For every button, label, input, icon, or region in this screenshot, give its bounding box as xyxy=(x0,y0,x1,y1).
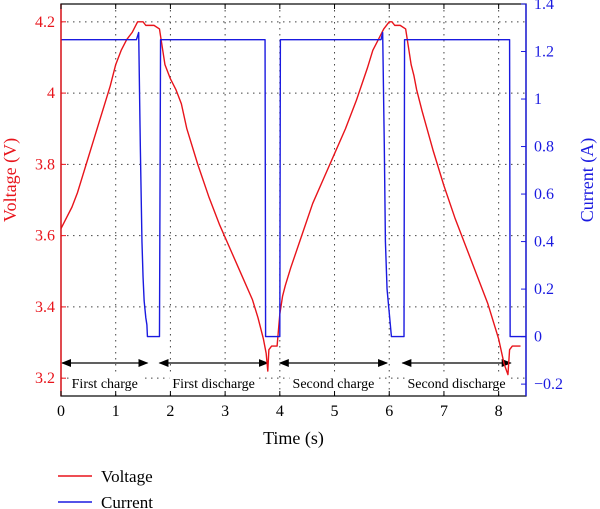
x-tick-label-5: 5 xyxy=(331,403,339,420)
y-left-tick-label-3: 3.8 xyxy=(35,156,55,173)
x-tick-label-8: 8 xyxy=(495,403,503,420)
y-right-tick-label-1: 0 xyxy=(534,329,542,346)
phase-label-bg-2 xyxy=(289,375,378,392)
series-line-voltage xyxy=(60,21,521,376)
legend-label-current: Current xyxy=(101,493,153,509)
x-tick-label-4: 4 xyxy=(276,403,284,420)
y-right-tick-label-6: 1 xyxy=(534,91,542,108)
y-right-tick-label-4: 0.6 xyxy=(534,186,554,203)
x-tick-label-1: 1 xyxy=(112,403,120,420)
phase-label-2: Second charge xyxy=(293,377,375,392)
x-axis-title: Time (s) xyxy=(263,428,324,449)
y-left-axis-title: Voltage (V) xyxy=(0,138,21,222)
y-left-tick-label-5: 4.2 xyxy=(35,14,55,31)
y-right-tick-label-8: 1.4 xyxy=(534,0,554,13)
y-right-tick-label-5: 0.8 xyxy=(534,139,554,156)
grid-layer xyxy=(61,4,526,396)
x-tick-label-0: 0 xyxy=(57,403,65,420)
x-tick-label-7: 7 xyxy=(440,403,448,420)
phase-label-bg-0 xyxy=(68,375,141,392)
plot-frame xyxy=(60,3,527,397)
x-tick-label-6: 6 xyxy=(385,403,393,420)
y-left-tick-label-2: 3.6 xyxy=(35,228,55,245)
tick-layer: 0 1 2 3 4 5 6 7 8 3.2 3.4 3.6 3.8 4 4.2 −0.2 0 0.2 0.4 0.6 0… xyxy=(35,0,563,420)
phase-label-bg-1 xyxy=(169,375,258,392)
legend: Voltage Current xyxy=(58,467,153,509)
y-left-tick-label-0: 3.2 xyxy=(35,370,55,387)
y-right-tick-label-3: 0.4 xyxy=(534,234,554,251)
phase-label-3: Second discharge xyxy=(407,377,505,392)
y-left-tick-label-1: 3.4 xyxy=(35,299,55,316)
series-layer xyxy=(60,21,526,376)
series-line-current xyxy=(61,31,526,338)
phase-label-bg-3 xyxy=(404,375,509,392)
y-right-tick-label-0: −0.2 xyxy=(534,376,563,393)
phase-label-1: First discharge xyxy=(172,377,255,392)
phase-label-0: First charge xyxy=(72,377,138,392)
y-right-axis-title: Current (A) xyxy=(577,138,598,222)
y-right-tick-label-7: 1.2 xyxy=(534,44,554,61)
y-right-tick-label-2: 0.2 xyxy=(534,281,554,298)
y-left-tick-label-4: 4 xyxy=(47,85,55,102)
legend-label-voltage: Voltage xyxy=(101,467,153,486)
x-tick-label-2: 2 xyxy=(166,403,174,420)
phase-annotations: First charge First discharge Second charge… xyxy=(61,359,512,392)
x-tick-label-3: 3 xyxy=(221,403,229,420)
